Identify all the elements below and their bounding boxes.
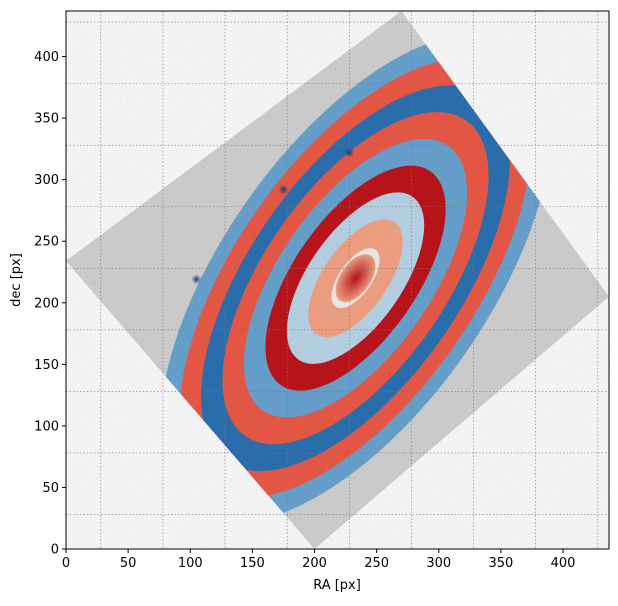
- x-tick-label: 250: [364, 556, 389, 571]
- y-tick-label: 50: [42, 481, 59, 496]
- image-noise: [66, 11, 609, 549]
- x-tick-label: 0: [62, 556, 70, 571]
- grid: [66, 11, 609, 549]
- x-axis-label: RA [px]: [313, 578, 361, 593]
- y-tick-label: 400: [34, 50, 59, 65]
- ticks: 0 50 100 150 200 250 300 350 400 0 50 100 150 200 250 3…: [34, 50, 575, 571]
- x-tick-label: 100: [178, 556, 203, 571]
- y-tick-label: 200: [34, 296, 59, 311]
- y-tick-label: 100: [34, 419, 59, 434]
- x-tick-label: 350: [488, 556, 513, 571]
- x-tick-label: 400: [551, 556, 576, 571]
- blue-spot: [191, 274, 202, 285]
- blue-spot: [344, 147, 355, 158]
- y-tick-label: 0: [51, 543, 59, 558]
- x-tick-label: 150: [240, 556, 265, 571]
- blue-spot: [278, 184, 289, 195]
- y-tick-label: 300: [34, 173, 59, 188]
- y-axis-label: dec [px]: [9, 253, 24, 307]
- y-tick-label: 250: [34, 235, 59, 250]
- x-tick-label: 50: [120, 556, 137, 571]
- y-tick-label: 150: [34, 358, 59, 373]
- y-tick-label: 350: [34, 112, 59, 127]
- axes-frame: [65, 10, 610, 550]
- data-image: [66, 11, 609, 549]
- x-tick-label: 200: [302, 556, 327, 571]
- x-tick-label: 300: [426, 556, 451, 571]
